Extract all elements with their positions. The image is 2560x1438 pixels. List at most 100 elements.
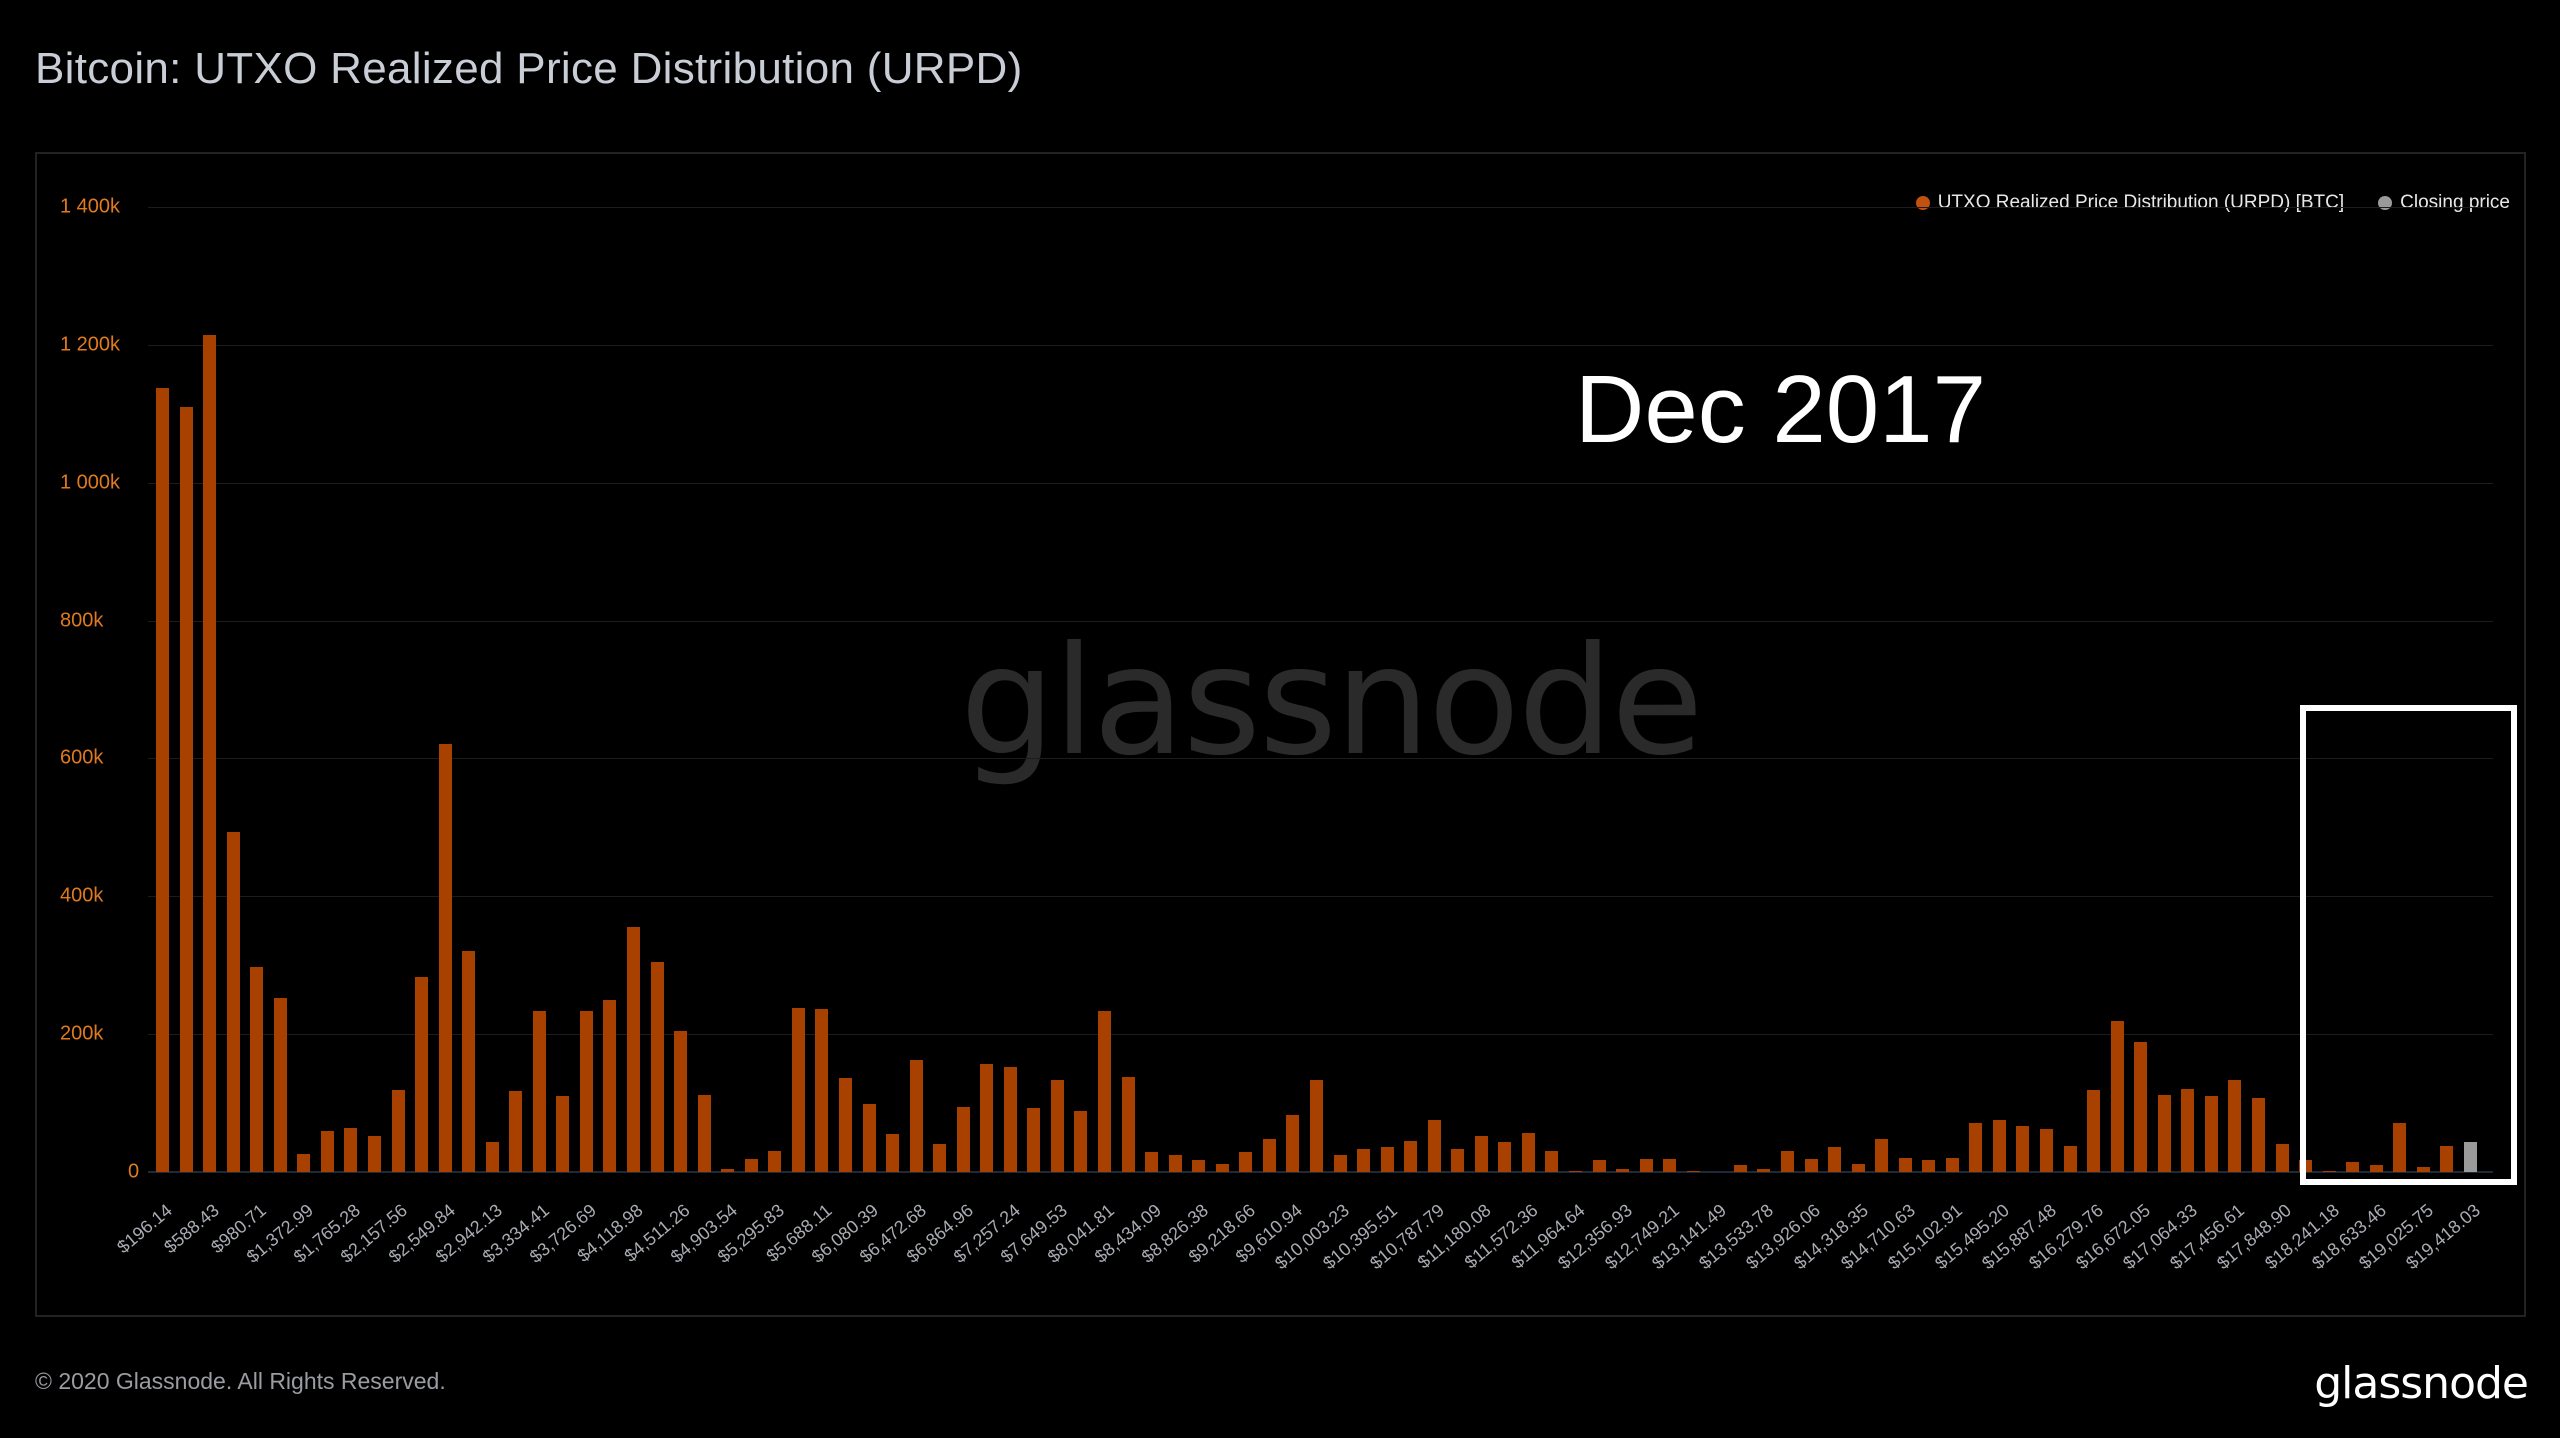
urpd-bar[interactable] (1663, 1158, 1677, 1172)
urpd-bar[interactable] (744, 1158, 758, 1172)
urpd-bar[interactable] (1733, 1165, 1747, 1172)
urpd-bar[interactable] (320, 1130, 334, 1172)
urpd-bar[interactable] (1168, 1155, 1182, 1172)
urpd-bar[interactable] (462, 950, 476, 1172)
urpd-bar[interactable] (1098, 1011, 1111, 1172)
urpd-bar[interactable] (2016, 1125, 2030, 1172)
urpd-bar[interactable] (1192, 1160, 1206, 1172)
urpd-bar[interactable] (1969, 1123, 1983, 1172)
urpd-bar[interactable] (2087, 1089, 2101, 1172)
urpd-bar[interactable] (485, 1142, 499, 1172)
urpd-bar[interactable] (344, 1127, 358, 1172)
urpd-bar[interactable] (1545, 1150, 1559, 1172)
urpd-bar[interactable] (203, 335, 217, 1172)
urpd-bar[interactable] (2063, 1145, 2077, 1172)
urpd-bar[interactable] (532, 1011, 546, 1172)
urpd-bar[interactable] (1121, 1076, 1135, 1172)
urpd-bar[interactable] (1357, 1149, 1371, 1172)
urpd-bar[interactable] (1451, 1149, 1465, 1172)
urpd-bar[interactable] (1074, 1111, 1088, 1172)
urpd-bar[interactable] (909, 1060, 923, 1172)
urpd-bar[interactable] (956, 1106, 970, 1172)
urpd-bar[interactable] (1639, 1158, 1653, 1172)
urpd-bar[interactable] (1922, 1160, 1936, 1172)
urpd-bar[interactable] (2369, 1165, 2383, 1172)
urpd-bar[interactable] (627, 927, 640, 1172)
urpd-bar[interactable] (815, 1009, 829, 1172)
urpd-bar[interactable] (1804, 1158, 1818, 1172)
urpd-bar[interactable] (1875, 1138, 1889, 1172)
urpd-bar[interactable] (297, 1154, 311, 1172)
urpd-bar[interactable] (2110, 1021, 2124, 1172)
urpd-bar[interactable] (391, 1089, 405, 1172)
urpd-bar[interactable] (226, 832, 240, 1172)
urpd-bar[interactable] (1616, 1168, 1630, 1172)
urpd-bar[interactable] (886, 1134, 900, 1172)
urpd-bar[interactable] (1474, 1136, 1488, 1172)
urpd-bar[interactable] (1898, 1157, 1912, 1172)
urpd-bar[interactable] (1521, 1132, 1535, 1172)
urpd-bar[interactable] (1262, 1138, 1276, 1172)
urpd-bar[interactable] (1380, 1147, 1394, 1172)
urpd-bar[interactable] (2134, 1042, 2148, 1172)
urpd-bar[interactable] (509, 1091, 523, 1172)
urpd-bar[interactable] (1215, 1163, 1229, 1172)
urpd-bar[interactable] (721, 1168, 735, 1172)
urpd-bar[interactable] (791, 1007, 805, 1172)
urpd-bar[interactable] (933, 1144, 947, 1172)
urpd-bar[interactable] (438, 743, 452, 1172)
urpd-bar[interactable] (1992, 1119, 2006, 1172)
urpd-bar[interactable] (674, 1030, 688, 1172)
urpd-bar[interactable] (156, 387, 169, 1172)
urpd-bar[interactable] (2040, 1129, 2053, 1172)
urpd-bar[interactable] (1309, 1080, 1323, 1172)
urpd-bar[interactable] (2440, 1145, 2454, 1172)
urpd-bar[interactable] (768, 1150, 782, 1172)
urpd-bar[interactable] (650, 961, 664, 1172)
urpd-bar[interactable] (2181, 1088, 2195, 1172)
urpd-bar[interactable] (179, 406, 193, 1172)
urpd-bar[interactable] (1404, 1140, 1418, 1172)
urpd-bar[interactable] (2157, 1094, 2171, 1172)
urpd-bar[interactable] (1239, 1152, 1253, 1172)
urpd-bar[interactable] (1003, 1067, 1017, 1172)
urpd-bar[interactable] (2275, 1144, 2289, 1172)
urpd-bar[interactable] (367, 1136, 381, 1172)
urpd-bar[interactable] (273, 998, 287, 1172)
urpd-bar[interactable] (2251, 1098, 2265, 1172)
urpd-bar[interactable] (1945, 1157, 1959, 1172)
urpd-bar[interactable] (1286, 1114, 1300, 1172)
urpd-bar[interactable] (980, 1063, 994, 1172)
urpd-bar[interactable] (2322, 1170, 2336, 1172)
closing-price-bar[interactable] (2463, 1142, 2477, 1172)
urpd-bar[interactable] (1780, 1150, 1794, 1172)
urpd-bar[interactable] (1757, 1168, 1771, 1172)
gridline (148, 758, 2493, 760)
urpd-bar[interactable] (1027, 1107, 1041, 1172)
urpd-bar[interactable] (415, 976, 429, 1172)
urpd-bar[interactable] (556, 1096, 570, 1172)
y-tick-label: 400k (60, 884, 104, 907)
urpd-bar[interactable] (2204, 1096, 2218, 1172)
urpd-bar[interactable] (1851, 1163, 1865, 1172)
urpd-bar[interactable] (838, 1078, 852, 1172)
urpd-bar[interactable] (1686, 1170, 1700, 1172)
urpd-bar[interactable] (1569, 1170, 1582, 1172)
urpd-bar[interactable] (2416, 1167, 2430, 1172)
highlight-box (2300, 705, 2517, 1185)
urpd-bar[interactable] (1828, 1147, 1842, 1172)
urpd-bar[interactable] (2228, 1080, 2242, 1172)
urpd-bar[interactable] (1333, 1155, 1347, 1172)
urpd-bar[interactable] (697, 1094, 711, 1172)
urpd-bar[interactable] (1498, 1142, 1512, 1172)
urpd-bar[interactable] (862, 1104, 876, 1172)
urpd-bar[interactable] (603, 999, 617, 1172)
urpd-bar[interactable] (1145, 1152, 1159, 1172)
urpd-bar[interactable] (1592, 1160, 1606, 1172)
urpd-bar[interactable] (1050, 1080, 1064, 1172)
urpd-bar[interactable] (250, 966, 264, 1172)
urpd-bar[interactable] (2393, 1123, 2407, 1172)
urpd-bar[interactable] (2346, 1162, 2360, 1172)
urpd-bar[interactable] (579, 1011, 593, 1172)
urpd-bar[interactable] (1427, 1119, 1441, 1172)
